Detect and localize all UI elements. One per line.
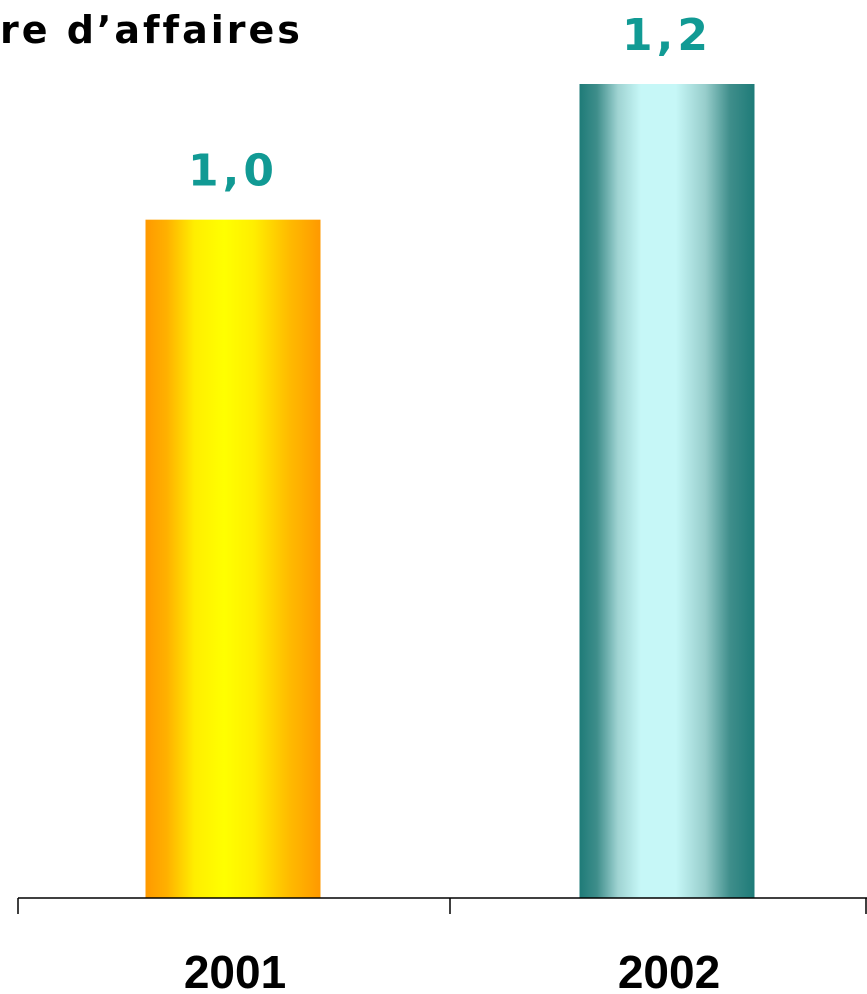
bar-2002 [579, 84, 755, 898]
value-label-2002: 1,2 [622, 10, 712, 61]
category-label-2001: 2001 [184, 946, 286, 994]
chart-title: re d’affaires [0, 8, 303, 52]
bar-2001 [145, 219, 321, 898]
value-label-2001: 1,0 [188, 146, 278, 197]
category-label-2002: 2002 [618, 946, 720, 994]
